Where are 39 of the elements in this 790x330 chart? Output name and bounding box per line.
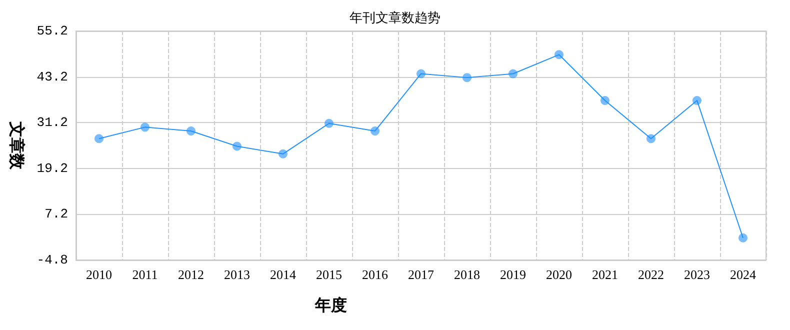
x-tick-label: 2018 — [454, 267, 480, 282]
y-axis-title: 文章数 — [8, 120, 26, 170]
x-tick-label: 2022 — [638, 267, 664, 282]
y-tick-label: 43.2 — [36, 69, 68, 84]
x-tick-label: 2011 — [132, 267, 158, 282]
y-tick-label: 7.2 — [44, 206, 68, 222]
y-tick-label: 31.2 — [36, 115, 68, 130]
point — [692, 96, 702, 105]
x-axis-title: 年度 — [314, 296, 347, 314]
x-tick-label: 2015 — [316, 267, 342, 282]
x-tick-label: 2010 — [86, 267, 112, 282]
point — [508, 69, 518, 78]
point — [278, 149, 288, 158]
point — [370, 126, 380, 136]
y-tick-label: -4.8 — [36, 252, 68, 268]
x-tick-label: 2023 — [684, 267, 710, 282]
point — [416, 69, 426, 78]
x-tick-label: 2017 — [408, 267, 434, 282]
x-tick-label: 2019 — [500, 267, 526, 282]
chart-title: 年刊文章数趋势 — [350, 10, 440, 25]
point — [94, 134, 104, 144]
x-tick-label: 2013 — [224, 267, 250, 282]
point — [646, 134, 656, 144]
x-tick-label: 2021 — [592, 267, 618, 282]
x-tick-label: 2012 — [178, 267, 204, 282]
point — [186, 126, 196, 136]
x-tick-label: 2020 — [546, 267, 572, 282]
point — [140, 122, 150, 132]
x-tick-label: 2024 — [730, 267, 756, 282]
point — [600, 96, 610, 105]
x-tick-label: 2014 — [270, 267, 296, 282]
x-tick-label: 2016 — [362, 267, 388, 282]
y-tick-label: 19.2 — [36, 160, 68, 176]
point — [324, 118, 334, 128]
point — [554, 50, 564, 60]
point — [462, 73, 472, 82]
y-tick-label: 55.2 — [36, 24, 68, 38]
point — [232, 142, 242, 151]
point — [738, 233, 748, 242]
